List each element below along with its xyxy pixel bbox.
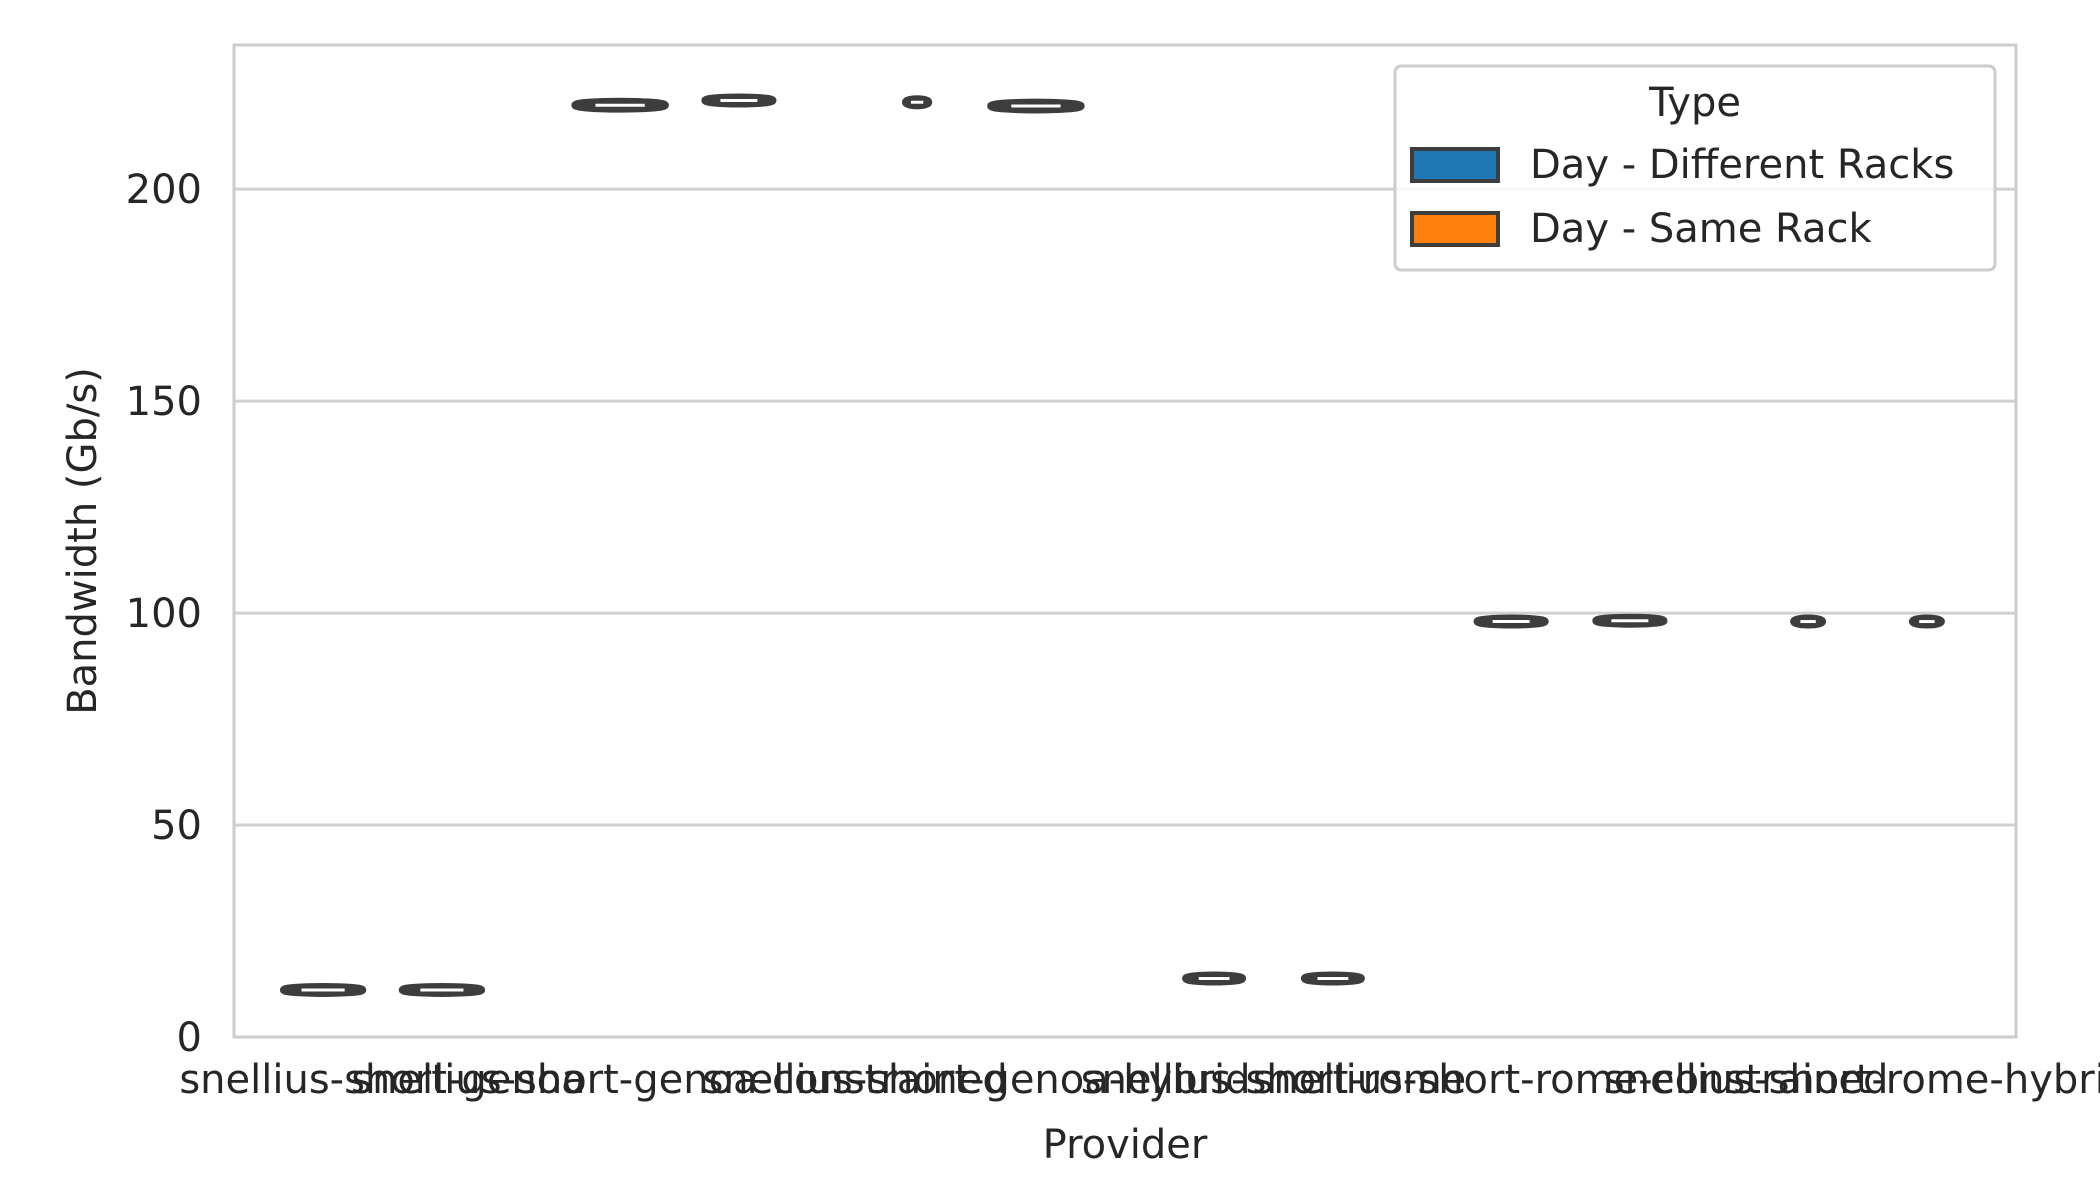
violin — [1473, 614, 1549, 629]
x-axis-label: Provider — [1043, 1122, 1208, 1168]
x-tick-label: snellius-short-rome-constrained — [1253, 1057, 1889, 1103]
y-tick-label: 0 — [177, 1015, 202, 1061]
x-tick-label: snellius-short-genoa-constrained — [351, 1057, 1008, 1103]
y-axis-label: Bandwidth (Gb/s) — [60, 367, 106, 715]
violin — [571, 97, 669, 113]
violin — [1182, 971, 1247, 986]
violin — [1300, 971, 1365, 986]
legend-frame — [1393, 64, 1997, 272]
legend-swatch-same-rack — [1410, 211, 1500, 247]
violin — [1908, 614, 1945, 629]
legend-label-same-rack: Day - Same Rack — [1530, 206, 1872, 252]
y-tick-labels: 0 50 100 150 200 — [126, 167, 202, 1061]
legend-label-different-racks: Day - Different Racks — [1530, 142, 1954, 188]
x-tick-labels: snellius-short-genoasnellius-short-genoa… — [179, 1057, 2100, 1103]
violin — [398, 982, 486, 997]
y-tick-label: 100 — [126, 591, 202, 637]
legend: Type Day - Different Racks Day - Same Ra… — [1393, 64, 1997, 272]
x-tick-label: snellius-short-rome — [1081, 1057, 1467, 1103]
y-tick-label: 50 — [151, 803, 202, 849]
y-tick-label: 200 — [126, 167, 202, 213]
x-tick-label: snellius-short-genoa-hybrid — [702, 1057, 1250, 1103]
violin — [701, 93, 777, 108]
y-tick-label: 150 — [126, 379, 202, 425]
violin — [1790, 614, 1827, 629]
violin — [1592, 613, 1668, 628]
x-tick-label: snellius-short-rome-hybrid — [1604, 1057, 2100, 1103]
violin — [901, 95, 933, 110]
violin — [987, 98, 1085, 114]
violins — [279, 93, 1945, 997]
violin — [279, 982, 367, 997]
legend-title: Type — [1648, 80, 1741, 126]
plot-frame — [232, 43, 2018, 1039]
x-tick-label: snellius-short-genoa — [179, 1057, 585, 1103]
legend-swatch-different-racks — [1410, 147, 1500, 183]
